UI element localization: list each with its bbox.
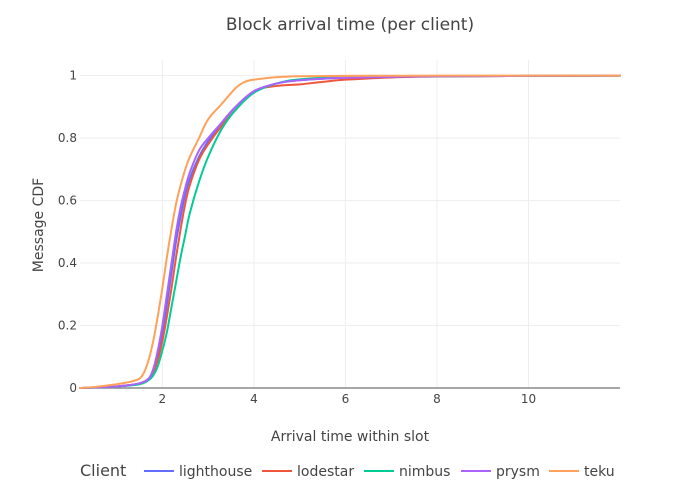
legend-label-nimbus[interactable]: nimbus (399, 464, 450, 480)
series-line-lodestar (79, 74, 621, 389)
y-tick-label: 0 (69, 381, 77, 395)
legend-label-prysm[interactable]: prysm (496, 464, 540, 480)
legend-label-lighthouse[interactable]: lighthouse (179, 464, 252, 480)
x-tick-label: 10 (521, 392, 536, 406)
y-tick-label: 0.4 (58, 256, 77, 270)
y-axis-title: Message CDF (31, 178, 47, 272)
legend-title: Client (80, 461, 126, 480)
legend-label-teku[interactable]: teku (584, 464, 615, 480)
legend-label-lodestar[interactable]: lodestar (297, 464, 354, 480)
series-line-lighthouse (79, 74, 621, 389)
x-tick-label: 8 (433, 392, 441, 406)
x-axis-title: Arrival time within slot (271, 429, 430, 445)
y-tick-label: 0.8 (58, 131, 77, 145)
series-lines (79, 74, 621, 389)
y-tick-label: 1 (69, 69, 77, 83)
y-tick-labels: 0 0.2 0.4 0.6 0.8 1 (58, 69, 77, 395)
series-line-prysm (79, 74, 621, 389)
x-tick-label: 4 (250, 392, 258, 406)
legend: Client lighthouse lodestar nimbus prysm teku (80, 461, 615, 480)
chart-title: Block arrival time (per client) (226, 15, 474, 35)
x-tick-label: 2 (159, 392, 167, 406)
y-tick-label: 0.6 (58, 194, 77, 208)
series-line-teku (79, 74, 621, 389)
y-tick-label: 0.2 (58, 319, 77, 333)
x-tick-label: 6 (342, 392, 350, 406)
x-tick-labels: 2 4 6 8 10 (159, 392, 537, 406)
